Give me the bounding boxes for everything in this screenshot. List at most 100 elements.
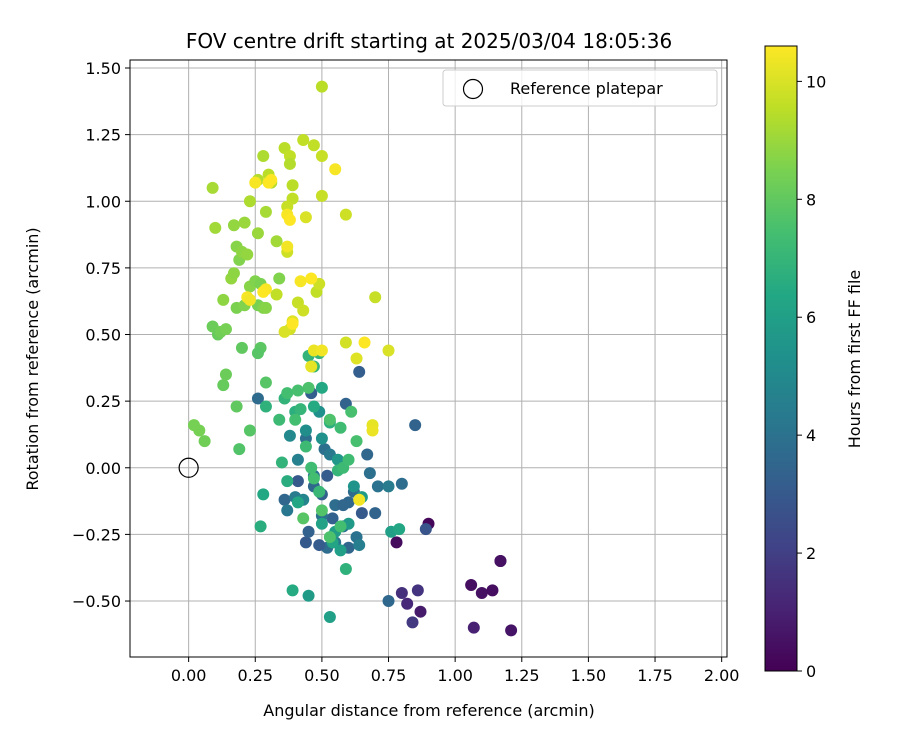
colorbar-tick-label: 8 — [806, 190, 816, 209]
scatter-point — [409, 419, 422, 432]
scatter-point — [227, 267, 240, 280]
scatter-point — [270, 288, 283, 301]
x-axis-label: Angular distance from reference (arcmin) — [263, 701, 594, 720]
scatter-point — [283, 157, 296, 170]
scatter-point — [219, 368, 232, 381]
scatter-point — [299, 440, 312, 453]
scatter-point — [393, 523, 406, 536]
colorbar-tick-label: 4 — [806, 426, 816, 445]
scatter-point — [339, 208, 352, 221]
scatter-point — [238, 216, 251, 229]
scatter-point — [294, 275, 307, 288]
reference-platepar-marker — [178, 457, 199, 478]
scatter-point — [281, 504, 294, 517]
scatter-point — [361, 448, 374, 461]
scatter-point — [494, 555, 507, 568]
colorbar: 0 2 4 6 8 10 Hours from first FF file — [764, 45, 864, 681]
scatter-point — [302, 525, 315, 538]
scatter-point — [230, 400, 243, 413]
scatter-point — [321, 469, 334, 482]
scatter-point — [313, 485, 326, 498]
scatter-point — [219, 323, 232, 336]
scatter-point — [369, 507, 382, 520]
scatter-point — [243, 293, 256, 306]
scatter-point — [273, 272, 286, 285]
colorbar-label: Hours from first FF file — [845, 270, 864, 449]
scatter-point — [315, 504, 328, 517]
scatter-point — [366, 424, 379, 437]
scatter-point — [315, 517, 328, 530]
y-tick-label: −0.50 — [72, 592, 121, 611]
y-tick-label: −0.25 — [72, 525, 121, 544]
scatter-point — [414, 605, 427, 618]
scatter-point — [323, 413, 336, 426]
scatter-point — [382, 595, 395, 608]
scatter-point — [345, 405, 358, 418]
x-tick-label: 0.75 — [371, 666, 407, 685]
scatter-point — [254, 520, 267, 533]
x-tick-label: 1.75 — [637, 666, 673, 685]
x-tick-label: 1.50 — [571, 666, 607, 685]
scatter-point — [241, 248, 254, 261]
scatter-point — [475, 587, 488, 600]
scatter-point — [353, 493, 366, 506]
scatter-point — [353, 539, 366, 552]
scatter-point — [278, 325, 291, 338]
scatter-point — [334, 544, 347, 557]
scatter-point — [265, 173, 278, 186]
scatter-point — [251, 227, 264, 240]
scatter-point — [323, 611, 336, 624]
scatter-point — [299, 211, 312, 224]
scatter-point — [302, 589, 315, 602]
scatter-point — [382, 344, 395, 357]
scatter-point — [307, 139, 320, 152]
y-tick-label: 0.00 — [85, 459, 121, 478]
y-tick-label: 0.75 — [85, 259, 121, 278]
scatter-point — [187, 419, 200, 432]
x-tick-label: 2.00 — [704, 666, 740, 685]
scatter-point — [315, 344, 328, 357]
scatter-point — [411, 584, 424, 597]
scatter-point — [257, 149, 270, 162]
scatter-point — [281, 240, 294, 253]
y-tick-label: 1.00 — [85, 192, 121, 211]
scatter-point — [315, 432, 328, 445]
scatter-point — [350, 352, 363, 365]
scatter-point — [283, 429, 296, 442]
scatter-point — [259, 205, 272, 218]
scatter-point — [286, 317, 299, 330]
scatter-point — [249, 176, 262, 189]
scatter-point — [281, 475, 294, 488]
chart-title: FOV centre drift starting at 2025/03/04 … — [186, 29, 672, 53]
y-axis-ticks: −0.50 −0.25 0.00 0.25 0.50 0.75 1.00 1.25 1.50 — [72, 59, 130, 611]
scatter-point — [406, 616, 419, 629]
scatter-point — [329, 163, 342, 176]
scatter-point — [283, 213, 296, 226]
y-tick-label: 1.25 — [85, 126, 121, 145]
legend-reference-label: Reference platepar — [510, 79, 663, 98]
scatter-point — [299, 424, 312, 437]
scatter-point — [358, 336, 371, 349]
scatter-point — [505, 624, 518, 637]
scatter-point — [302, 381, 315, 394]
colorbar-tick-label: 6 — [806, 308, 816, 327]
scatter-point — [286, 584, 299, 597]
x-tick-label: 0.50 — [304, 666, 340, 685]
scatter-point — [297, 133, 310, 146]
x-tick-label: 1.00 — [437, 666, 473, 685]
scatter-point — [235, 341, 248, 354]
scatter-point — [337, 499, 350, 512]
legend-box — [442, 69, 718, 107]
scatter-point — [305, 360, 318, 373]
scatter-point — [371, 480, 384, 493]
scatter-point — [243, 424, 256, 437]
legend: Reference platepar — [442, 69, 718, 107]
scatter-point — [299, 536, 312, 549]
colorbar-frame — [764, 45, 798, 672]
x-axis-ticks: 0.00 0.25 0.50 0.75 1.00 1.25 1.50 1.75 2.00 — [171, 657, 740, 685]
scatter-point — [395, 587, 408, 600]
scatter-point — [395, 477, 408, 490]
scatter-point — [315, 381, 328, 394]
scatter-point — [390, 536, 403, 549]
